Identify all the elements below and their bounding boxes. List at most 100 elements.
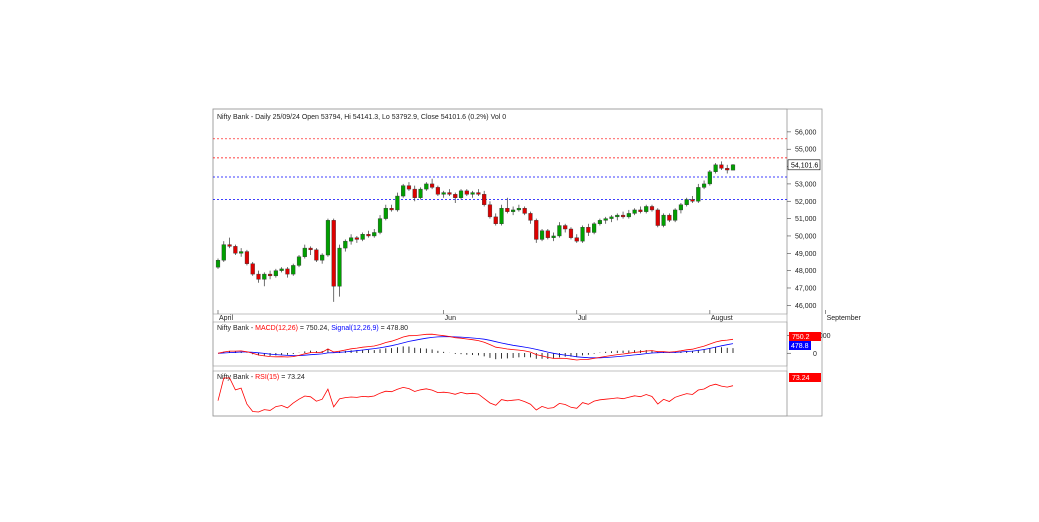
macd-plot-area xyxy=(212,321,788,367)
signal-tag-label: 478.8 xyxy=(791,343,809,350)
x-tick-label: August xyxy=(711,315,733,322)
candle-body xyxy=(430,183,435,188)
price-x-axis: April Jun Jul August September xyxy=(217,310,862,322)
macd-tag-box xyxy=(789,332,821,341)
candle-body xyxy=(632,209,637,214)
candle-body xyxy=(418,188,423,198)
signal-line xyxy=(217,336,734,359)
rsi-legend-value: = 73.24 xyxy=(279,374,305,381)
price-panel: Nifty Bank - Daily 25/09/24 Open 53794, … xyxy=(212,108,862,416)
rsi-header-prefix: Nifty Bank - xyxy=(217,374,255,381)
candle-body xyxy=(563,225,568,230)
candle-body xyxy=(221,244,226,261)
candle-body xyxy=(574,237,579,242)
candle-body xyxy=(354,237,359,240)
candle-body xyxy=(684,199,689,205)
candlestick-series xyxy=(215,161,736,302)
candle-body xyxy=(499,207,504,225)
candle-body xyxy=(667,214,672,221)
price-header: Nifty Bank - Daily 25/09/24 Open 53794, … xyxy=(217,114,506,121)
candle-body xyxy=(649,206,655,211)
macd-header-prefix: Nifty Bank - xyxy=(217,325,255,332)
candle-body xyxy=(458,190,464,198)
candle-body xyxy=(516,207,521,211)
candle-body xyxy=(545,230,550,238)
candle-body xyxy=(620,214,626,218)
candle-body xyxy=(464,190,469,195)
candle-body xyxy=(487,204,493,218)
macd-header: Nifty Bank - MACD(12,26) = 750.24, Signa… xyxy=(217,325,408,332)
candle-body xyxy=(615,214,620,218)
y-tick-label: 51,000 xyxy=(795,216,817,223)
candle-body xyxy=(476,192,481,195)
candle-body xyxy=(435,187,440,195)
candle-body xyxy=(302,247,307,257)
rsi-tag-label: 73.24 xyxy=(792,375,810,382)
y-tick-label: 46,000 xyxy=(795,303,817,310)
candle-body xyxy=(528,213,533,221)
macd-y-tick-label: 0 xyxy=(813,351,817,358)
macd-line xyxy=(217,333,734,361)
x-tick-label: Jun xyxy=(445,315,456,322)
macd-y-tick-label: 1,000 xyxy=(813,333,831,340)
macd-value-tag: 750.2 xyxy=(789,332,821,341)
rsi-value-tag: 73.24 xyxy=(789,373,821,382)
y-tick-label: 55,000 xyxy=(795,147,817,154)
candle-body xyxy=(534,220,539,240)
y-tick-label: 53,000 xyxy=(795,181,817,188)
signal-tag-box xyxy=(789,341,811,350)
candle-body xyxy=(308,247,313,251)
candle-body xyxy=(262,273,267,280)
candle-body xyxy=(349,237,354,242)
candle-body xyxy=(337,247,342,287)
candle-body xyxy=(395,195,400,211)
candle-body xyxy=(291,265,296,275)
candle-body xyxy=(580,227,585,242)
macd-legend-label: MACD(12,26) xyxy=(255,325,298,332)
candle-body xyxy=(343,240,348,249)
rsi-plot-area xyxy=(212,370,788,417)
candle-body xyxy=(511,209,516,212)
candle-body xyxy=(557,225,562,237)
candle-body xyxy=(719,164,724,169)
candle-body xyxy=(592,223,597,233)
candle-body xyxy=(424,183,429,190)
y-tick-label: 56,000 xyxy=(795,129,817,136)
candle-body xyxy=(314,249,319,261)
candle-body xyxy=(279,268,284,271)
candle-body xyxy=(701,183,707,188)
candle-body xyxy=(244,251,250,264)
candle-body xyxy=(441,192,446,195)
last-price-tag: 54,101.6 xyxy=(787,159,821,171)
y-tick-label: 47,000 xyxy=(795,285,817,292)
candle-body xyxy=(227,244,232,247)
x-tick-label: April xyxy=(219,315,233,322)
y-tick-label: 49,000 xyxy=(795,251,817,258)
candle-body xyxy=(626,213,631,218)
candle-body xyxy=(239,251,244,254)
candle-body xyxy=(655,209,660,226)
candle-body xyxy=(493,216,498,225)
candle-body xyxy=(696,187,701,202)
candle-body xyxy=(707,171,712,185)
x-tick-label: September xyxy=(827,315,862,322)
candle-body xyxy=(609,216,614,219)
candle-body xyxy=(256,273,261,280)
candle-body xyxy=(551,235,556,238)
last-price-box xyxy=(787,159,821,171)
candle-body xyxy=(586,227,591,233)
candle-body xyxy=(638,209,643,212)
candle-body xyxy=(644,206,649,212)
signal-value-tag: 478.8 xyxy=(789,341,811,350)
candle-body xyxy=(273,270,278,277)
candle-body xyxy=(331,220,336,287)
candle-body xyxy=(661,214,666,226)
candle-body xyxy=(447,192,452,195)
candle-body xyxy=(678,204,684,211)
macd-panel: Nifty Bank - MACD(12,26) = 750.24, Signa… xyxy=(212,321,831,367)
candle-body xyxy=(505,207,510,212)
signal-legend-value: = 478.80 xyxy=(379,325,408,332)
candle-body xyxy=(215,260,221,268)
candle-body xyxy=(603,218,608,221)
